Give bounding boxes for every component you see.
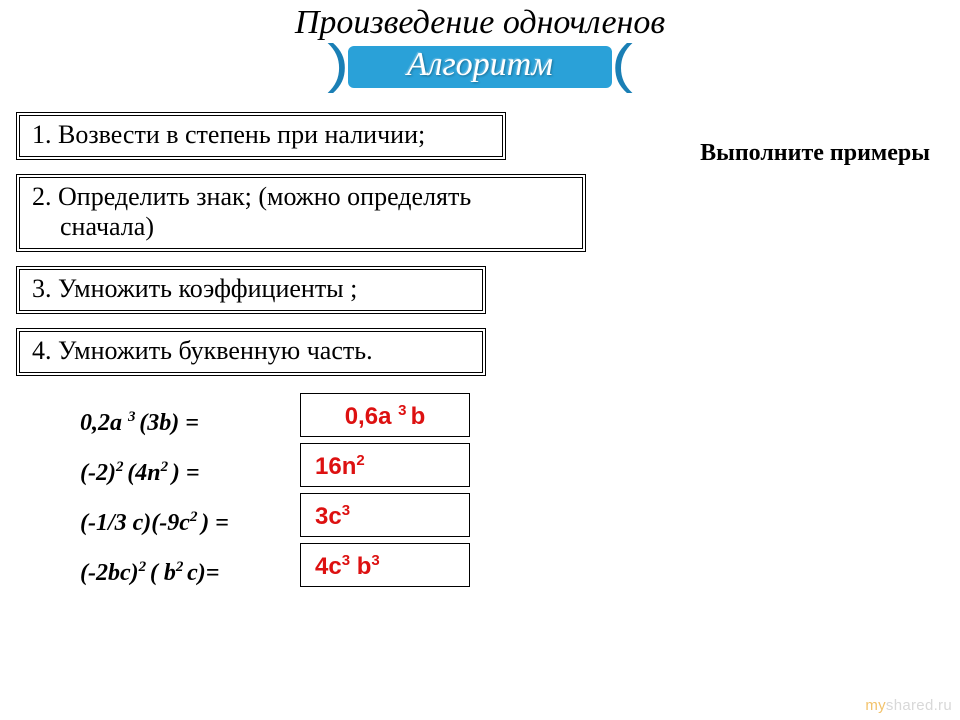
example-answer-1: 0,6a 3 b (300, 393, 470, 437)
paren-right-icon: ( (598, 40, 646, 94)
badge-container: ) Алгоритм ( (0, 40, 960, 104)
example-row-4: (-2bc)2 ( b2 c)= 4c3 b3 (80, 548, 960, 598)
example-row-1: 0,2a 3 (3b) = 0,6a 3 b (80, 398, 960, 448)
example-row-3: (-1/3 c)(-9c2 ) = 3c3 (80, 498, 960, 548)
step-3: 3. Умножить коэффициенты ; (16, 266, 486, 314)
example-answer-3: 3c3 (300, 493, 470, 537)
page-title: Произведение одночленов (0, 0, 960, 42)
example-lhs-2: (-2)2 (4n2 ) = (80, 459, 300, 487)
example-row-2: (-2)2 (4n2 ) = 16n2 (80, 448, 960, 498)
example-answer-4: 4c3 b3 (300, 543, 470, 587)
examples-block: 0,2a 3 (3b) = 0,6a 3 b (-2)2 (4n2 ) = 16… (80, 398, 960, 598)
example-lhs-4: (-2bc)2 ( b2 c)= (80, 559, 300, 587)
step-1: 1. Возвести в степень при наличии; (16, 112, 506, 160)
example-lhs-3: (-1/3 c)(-9c2 ) = (80, 509, 300, 537)
step-4: 4. Умножить буквенную часть. (16, 328, 486, 376)
side-label: Выполните примеры (700, 140, 930, 167)
example-answer-2: 16n2 (300, 443, 470, 487)
algorithm-badge: ) Алгоритм ( (320, 40, 640, 94)
badge-text: Алгоритм (320, 46, 640, 84)
watermark: myshared.ru (865, 697, 952, 714)
watermark-prefix: my (865, 697, 886, 714)
step-2-line2: сначала) (32, 212, 154, 241)
step-2-line1: 2. Определить знак; (можно определять (32, 182, 471, 211)
watermark-rest: shared.ru (886, 697, 952, 714)
step-2: 2. Определить знак; (можно определять сн… (16, 174, 586, 252)
example-lhs-1: 0,2a 3 (3b) = (80, 409, 300, 437)
